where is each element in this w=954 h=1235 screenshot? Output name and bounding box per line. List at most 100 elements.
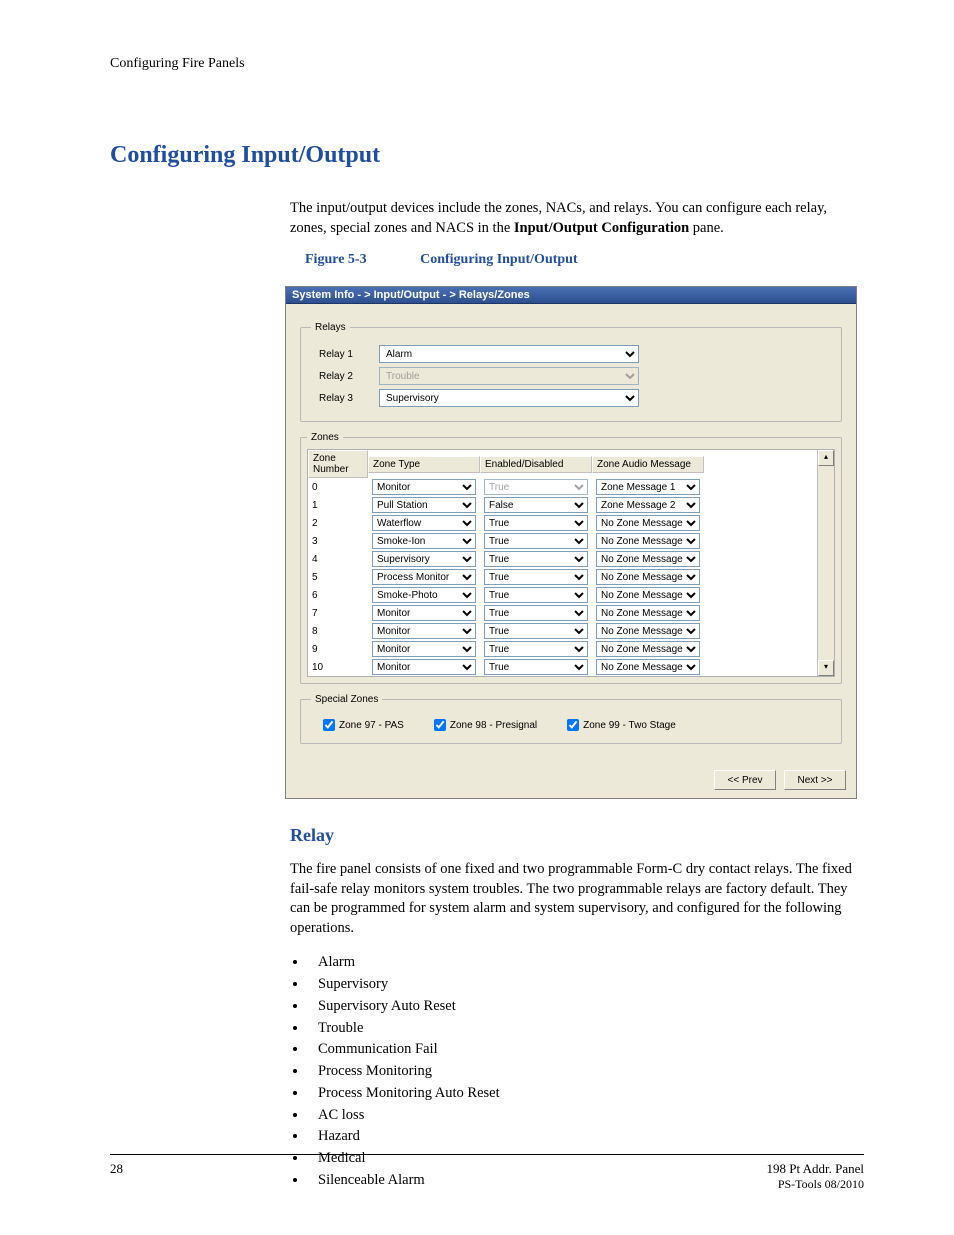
zone-type-select[interactable]: Supervisory <box>372 551 476 567</box>
zones-table: Zone NumberZone TypeEnabled/DisabledZone… <box>307 449 835 677</box>
table-row: 1Pull Station False Zone Message 2 <box>308 496 818 514</box>
zone-enabled-select[interactable]: True <box>484 659 588 675</box>
relay-label: Relay 2 <box>311 371 379 382</box>
zone-audio-select[interactable]: No Zone Message <box>596 623 700 639</box>
zone-number-cell: 7 <box>308 604 368 622</box>
special-zones-row: Zone 97 - PAS Zone 98 - Presignal Zone 99 … <box>311 713 831 733</box>
zone-type-select[interactable]: Monitor <box>372 623 476 639</box>
zone-enabled-select[interactable]: True <box>484 623 588 639</box>
special-zone-label: Zone 99 - Two Stage <box>583 720 676 731</box>
checkbox-icon[interactable] <box>434 719 446 731</box>
zone-type-select[interactable]: Monitor <box>372 479 476 495</box>
special-zone-checkbox[interactable]: Zone 97 - PAS <box>323 719 404 731</box>
intro-paragraph: The input/output devices include the zon… <box>290 199 864 238</box>
zone-audio-select[interactable]: Zone Message 1 <box>596 479 700 495</box>
footer-date: PS-Tools 08/2010 <box>766 1177 864 1191</box>
scroll-up-icon[interactable]: ▴ <box>818 450 834 466</box>
special-zones-legend: Special Zones <box>311 694 382 705</box>
special-zone-label: Zone 98 - Presignal <box>450 720 537 731</box>
relays-fieldset: Relays Relay 1AlarmRelay 2TroubleRelay 3… <box>300 322 842 422</box>
table-row: 8Monitor True No Zone Message <box>308 622 818 640</box>
zone-enabled-select[interactable]: False <box>484 497 588 513</box>
zone-type-select[interactable]: Waterflow <box>372 515 476 531</box>
screenshot-window: System Info - > Input/Output - > Relays/… <box>285 286 857 799</box>
table-row: 0MonitorTrueZone Message 1 <box>308 478 818 496</box>
page-number: 28 <box>110 1161 123 1191</box>
relay-select[interactable]: Alarm <box>379 345 639 363</box>
zones-header-row: Zone NumberZone TypeEnabled/DisabledZone… <box>308 450 818 478</box>
window-titlebar: System Info - > Input/Output - > Relays/… <box>286 287 856 304</box>
zone-number-cell: 3 <box>308 532 368 550</box>
zone-enabled-select[interactable]: True <box>484 533 588 549</box>
intro-text-2: pane. <box>689 220 724 236</box>
section-heading: Configuring Input/Output <box>110 142 864 169</box>
table-row: 10MonitorTrueNo Zone Message <box>308 658 818 676</box>
zone-enabled-select: True <box>484 479 588 495</box>
zone-audio-select[interactable]: No Zone Message <box>596 569 700 585</box>
zone-type-select[interactable]: Monitor <box>372 659 476 675</box>
zones-fieldset: Zones Zone NumberZone TypeEnabled/Disabl… <box>300 432 842 684</box>
table-row: 7Monitor True No Zone Message <box>308 604 818 622</box>
zones-column-header: Zone Type <box>368 456 480 473</box>
zone-type-select[interactable]: Pull Station <box>372 497 476 513</box>
checkbox-icon[interactable] <box>323 719 335 731</box>
zone-number-cell: 2 <box>308 514 368 532</box>
list-item: Supervisory <box>308 974 864 996</box>
next-button[interactable]: Next >> <box>784 770 846 790</box>
zone-number-cell: 9 <box>308 640 368 658</box>
special-zone-checkbox[interactable]: Zone 98 - Presignal <box>434 719 537 731</box>
list-item: Process Monitoring Auto Reset <box>308 1083 864 1105</box>
zone-enabled-select[interactable]: True <box>484 569 588 585</box>
page-footer: 28 198 Pt Addr. Panel PS-Tools 08/2010 <box>110 1154 864 1191</box>
zone-audio-select[interactable]: No Zone Message <box>596 605 700 621</box>
table-row: 6Smoke-Photo True No Zone Message <box>308 586 818 604</box>
zone-enabled-select[interactable]: True <box>484 551 588 567</box>
zone-number-cell: 5 <box>308 568 368 586</box>
relay-row: Relay 1Alarm <box>311 345 831 363</box>
zone-number-cell: 1 <box>308 496 368 514</box>
figure-number: Figure 5-3 <box>305 252 367 267</box>
zone-audio-select[interactable]: No Zone Message <box>596 551 700 567</box>
table-row: 4Supervisory True No Zone Message <box>308 550 818 568</box>
zone-audio-select[interactable]: No Zone Message <box>596 533 700 549</box>
zone-number-cell: 8 <box>308 622 368 640</box>
zone-audio-select[interactable]: No Zone Message <box>596 587 700 603</box>
list-item: Hazard <box>308 1126 864 1148</box>
list-item: Supervisory Auto Reset <box>308 996 864 1018</box>
relay-select[interactable]: Supervisory <box>379 389 639 407</box>
special-zone-checkbox[interactable]: Zone 99 - Two Stage <box>567 719 676 731</box>
relay-label: Relay 1 <box>311 349 379 360</box>
footer-product: 198 Pt Addr. Panel <box>766 1161 864 1177</box>
zone-enabled-select[interactable]: True <box>484 641 588 657</box>
zone-type-select[interactable]: Smoke-Photo <box>372 587 476 603</box>
checkbox-icon[interactable] <box>567 719 579 731</box>
prev-button[interactable]: << Prev <box>714 770 776 790</box>
zone-enabled-select[interactable]: True <box>484 605 588 621</box>
zone-audio-select[interactable]: No Zone Message <box>596 641 700 657</box>
zone-enabled-select[interactable]: True <box>484 587 588 603</box>
zones-column-header: Enabled/Disabled <box>480 456 592 473</box>
table-row: 2Waterflow True No Zone Message <box>308 514 818 532</box>
zone-type-select[interactable]: Monitor <box>372 605 476 621</box>
scroll-down-icon[interactable]: ▾ <box>818 660 834 676</box>
zone-enabled-select[interactable]: True <box>484 515 588 531</box>
zone-type-select[interactable]: Process Monitor <box>372 569 476 585</box>
zone-type-select[interactable]: Smoke-Ion <box>372 533 476 549</box>
zone-number-cell: 6 <box>308 586 368 604</box>
zone-audio-select[interactable]: No Zone Message <box>596 515 700 531</box>
zone-audio-select[interactable]: Zone Message 2 <box>596 497 700 513</box>
list-item: Trouble <box>308 1018 864 1040</box>
zone-number-cell: 4 <box>308 550 368 568</box>
zones-column-header: Zone Number <box>308 450 368 478</box>
intro-bold: Input/Output Configuration <box>514 220 689 236</box>
relays-legend: Relays <box>311 322 350 333</box>
table-row: 5Process Monitor True No Zone Message <box>308 568 818 586</box>
table-row: 9Monitor True No Zone Message <box>308 640 818 658</box>
list-item: Communication Fail <box>308 1039 864 1061</box>
relay-select: Trouble <box>379 367 639 385</box>
relay-heading: Relay <box>290 825 864 846</box>
zone-audio-select[interactable]: No Zone Message <box>596 659 700 675</box>
relay-row: Relay 2Trouble <box>311 367 831 385</box>
zone-type-select[interactable]: Monitor <box>372 641 476 657</box>
zones-vertical-scrollbar[interactable]: ▴ ▾ <box>817 450 834 676</box>
